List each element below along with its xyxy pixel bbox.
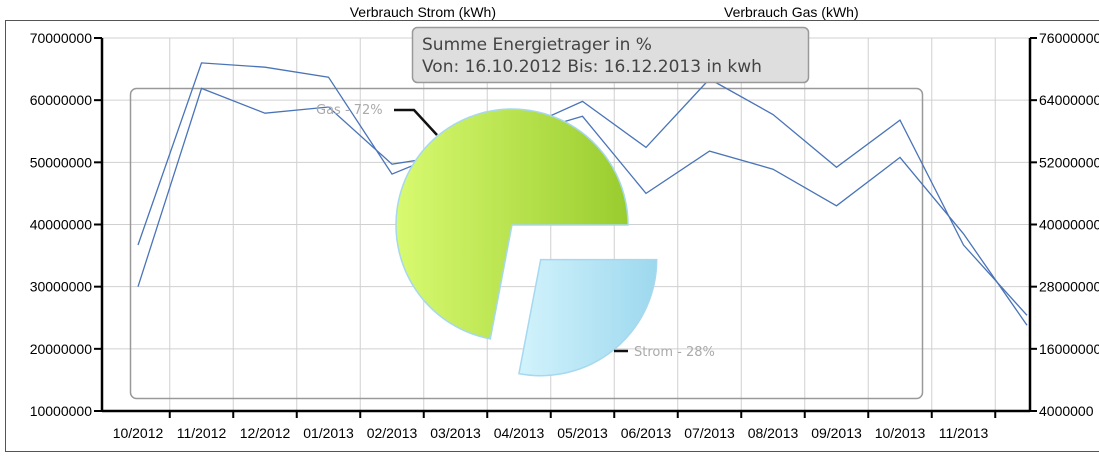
x-tick-label: 02/2013 xyxy=(367,425,418,441)
y-tick-label-right: 64000000 xyxy=(1039,92,1099,108)
x-tick-label: 01/2013 xyxy=(303,425,354,441)
y-tick-label-right: 76000000 xyxy=(1039,30,1099,46)
pie-subtitle: Von: 16.10.2012 Bis: 16.12.2013 in kwh xyxy=(422,57,762,77)
pie-chart xyxy=(394,108,658,377)
y-tick-label: 30000000 xyxy=(30,279,93,295)
chart-frame xyxy=(5,20,1099,452)
x-tick-label: 10/2012 xyxy=(113,425,164,441)
y-tick-label: 40000000 xyxy=(30,217,93,233)
x-tick-label: 08/2013 xyxy=(748,425,799,441)
y-tick-label-right: 52000000 xyxy=(1039,154,1099,170)
y-tick-label-right: 16000000 xyxy=(1039,341,1099,357)
pie-leader-gas xyxy=(394,108,438,136)
y-tick-label: 10000000 xyxy=(30,403,93,419)
chart-title-gas: Verbrauch Gas (kWh) xyxy=(724,4,859,20)
y-tick-label-right: 28000000 xyxy=(1039,279,1099,295)
pie-title-box xyxy=(411,26,810,84)
chart-title-strom: Verbrauch Strom (kWh) xyxy=(350,4,496,20)
x-tick-label: 12/2012 xyxy=(240,425,291,441)
series-line xyxy=(137,62,1028,316)
series-lines xyxy=(137,62,1028,326)
x-tick-label: 09/2013 xyxy=(811,425,862,441)
x-tick-label: 07/2013 xyxy=(684,425,735,441)
x-tick-label: 04/2013 xyxy=(494,425,545,441)
x-tick-label: 06/2013 xyxy=(621,425,672,441)
x-axis: 10/2012 11/2012 12/2012 01/2013 02/2013 03/20… xyxy=(113,411,997,441)
y-axis-left: 10000000 20000000 30000000 40000000 50000000… xyxy=(30,30,102,419)
pie-label-strom: Strom - 28% xyxy=(634,345,715,360)
y-tick-label: 50000000 xyxy=(30,154,93,170)
x-tick-label: 05/2013 xyxy=(557,425,608,441)
pie-slice-gas xyxy=(395,108,629,340)
pie-slice-strom xyxy=(518,258,658,377)
y-tick-label: 20000000 xyxy=(30,341,93,357)
y-tick-label: 70000000 xyxy=(30,30,93,46)
legend-box xyxy=(129,87,924,400)
x-tick-label: 11/2012 xyxy=(177,425,227,441)
series-line xyxy=(137,87,1028,326)
pie-label-gas: Gas - 72% xyxy=(316,103,383,118)
y-tick-label-right: 4000000 xyxy=(1039,403,1094,419)
x-tick-label: 11/2013 xyxy=(939,425,989,441)
y-axis-right: 4000000 16000000 28000000 40000000 52000000 6… xyxy=(1030,30,1099,419)
y-tick-label: 60000000 xyxy=(30,92,93,108)
pie-title: Summe Energietrager in % xyxy=(422,35,652,55)
y-tick-label-right: 40000000 xyxy=(1039,217,1099,233)
x-tick-label: 03/2013 xyxy=(430,425,481,441)
x-tick-label: 10/2013 xyxy=(875,425,926,441)
